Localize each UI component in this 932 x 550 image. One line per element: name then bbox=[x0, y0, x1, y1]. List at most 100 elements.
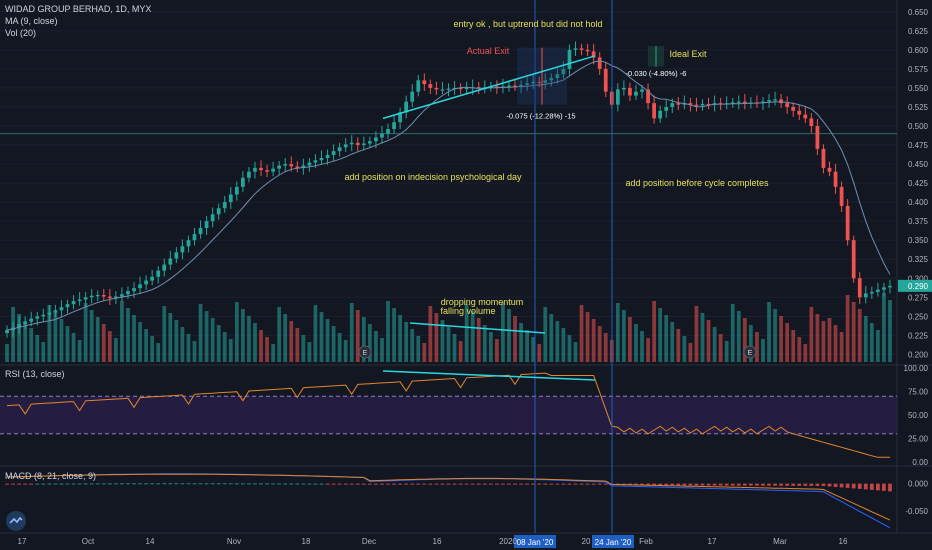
candle[interactable] bbox=[634, 91, 638, 96]
candle[interactable] bbox=[23, 321, 28, 324]
candle[interactable] bbox=[464, 87, 469, 90]
candle[interactable] bbox=[845, 205, 850, 241]
candle[interactable] bbox=[120, 294, 124, 297]
candle[interactable] bbox=[29, 318, 34, 322]
candle[interactable] bbox=[331, 151, 336, 155]
candle[interactable] bbox=[41, 314, 46, 317]
candle[interactable] bbox=[313, 160, 318, 163]
candle[interactable] bbox=[730, 102, 735, 104]
candle[interactable] bbox=[271, 168, 275, 172]
candle[interactable] bbox=[567, 49, 572, 69]
candle[interactable] bbox=[615, 89, 620, 105]
candle[interactable] bbox=[767, 100, 771, 102]
candle[interactable] bbox=[126, 291, 130, 295]
candle[interactable] bbox=[35, 316, 40, 319]
candle[interactable] bbox=[241, 177, 245, 187]
candle[interactable] bbox=[640, 89, 644, 92]
candle[interactable] bbox=[694, 104, 699, 106]
candle[interactable] bbox=[863, 293, 868, 298]
candle[interactable] bbox=[809, 118, 814, 126]
candle[interactable] bbox=[543, 80, 548, 83]
candle[interactable] bbox=[416, 80, 421, 92]
candle[interactable] bbox=[228, 194, 233, 203]
candle[interactable] bbox=[47, 312, 52, 315]
candle[interactable] bbox=[628, 87, 632, 96]
candle[interactable] bbox=[77, 299, 82, 302]
candle[interactable] bbox=[779, 99, 783, 104]
candle[interactable] bbox=[156, 270, 161, 277]
candle[interactable] bbox=[585, 49, 590, 52]
candle[interactable] bbox=[325, 154, 330, 158]
candle[interactable] bbox=[422, 80, 427, 85]
candle[interactable] bbox=[676, 103, 681, 105]
candle[interactable] bbox=[549, 78, 554, 81]
candle[interactable] bbox=[821, 148, 826, 168]
vol-legend[interactable]: Vol (20) bbox=[5, 28, 37, 38]
candle[interactable] bbox=[71, 301, 76, 305]
candle[interactable] bbox=[742, 101, 747, 104]
candle[interactable] bbox=[144, 280, 148, 285]
candle[interactable] bbox=[380, 133, 384, 138]
macd-legend[interactable]: MACD (8, 21, close, 9) bbox=[5, 471, 97, 481]
candle[interactable] bbox=[192, 234, 197, 241]
candle[interactable] bbox=[349, 142, 354, 145]
earnings-marker[interactable] bbox=[358, 345, 372, 359]
candle[interactable] bbox=[222, 202, 227, 209]
candle[interactable] bbox=[162, 264, 167, 271]
candle[interactable] bbox=[603, 68, 608, 92]
candle[interactable] bbox=[180, 246, 185, 253]
candle[interactable] bbox=[198, 228, 203, 235]
candle[interactable] bbox=[888, 285, 892, 288]
candle[interactable] bbox=[839, 186, 844, 206]
candle[interactable] bbox=[265, 170, 269, 172]
candle[interactable] bbox=[652, 103, 656, 119]
candle[interactable] bbox=[59, 307, 64, 311]
candle[interactable] bbox=[168, 258, 173, 265]
candle[interactable] bbox=[531, 81, 536, 84]
ma-legend[interactable]: MA (9, close) bbox=[5, 16, 58, 26]
candle[interactable] bbox=[851, 240, 856, 279]
candle[interactable] bbox=[525, 83, 529, 85]
candle[interactable] bbox=[319, 157, 324, 161]
candle[interactable] bbox=[150, 276, 155, 281]
candle[interactable] bbox=[876, 289, 880, 292]
candle[interactable] bbox=[101, 295, 106, 297]
candle[interactable] bbox=[307, 162, 312, 166]
candle[interactable] bbox=[374, 137, 378, 142]
candle[interactable] bbox=[476, 87, 481, 89]
candle[interactable] bbox=[785, 103, 790, 107]
candle[interactable] bbox=[83, 297, 88, 300]
candle[interactable] bbox=[17, 323, 21, 328]
candle[interactable] bbox=[301, 165, 306, 168]
candle[interactable] bbox=[706, 103, 711, 106]
rsi-legend[interactable]: RSI (13, close) bbox=[5, 369, 65, 379]
candle[interactable] bbox=[65, 304, 70, 308]
candle[interactable] bbox=[247, 171, 251, 178]
candle[interactable] bbox=[561, 68, 566, 75]
candle[interactable] bbox=[386, 129, 390, 134]
candle[interactable] bbox=[857, 278, 862, 298]
candle[interactable] bbox=[591, 51, 596, 58]
candle[interactable] bbox=[392, 122, 396, 130]
candle[interactable] bbox=[174, 252, 179, 259]
candle[interactable] bbox=[507, 85, 511, 87]
candle[interactable] bbox=[446, 88, 451, 90]
candle[interactable] bbox=[555, 74, 560, 79]
candle[interactable] bbox=[337, 147, 342, 152]
candle[interactable] bbox=[597, 57, 602, 69]
candle[interactable] bbox=[688, 103, 693, 105]
layout-settings-icon[interactable] bbox=[6, 511, 26, 531]
candle[interactable] bbox=[513, 85, 517, 87]
candle[interactable] bbox=[803, 114, 808, 119]
candle[interactable] bbox=[210, 214, 215, 222]
candle[interactable] bbox=[283, 164, 288, 166]
candle[interactable] bbox=[295, 166, 300, 168]
candle[interactable] bbox=[53, 310, 58, 313]
candle[interactable] bbox=[259, 167, 263, 171]
candle[interactable] bbox=[797, 110, 802, 115]
candle[interactable] bbox=[428, 84, 433, 88]
earnings-marker[interactable] bbox=[743, 345, 757, 359]
candle[interactable] bbox=[869, 291, 874, 294]
candle[interactable] bbox=[791, 106, 796, 111]
candle[interactable] bbox=[204, 221, 209, 229]
